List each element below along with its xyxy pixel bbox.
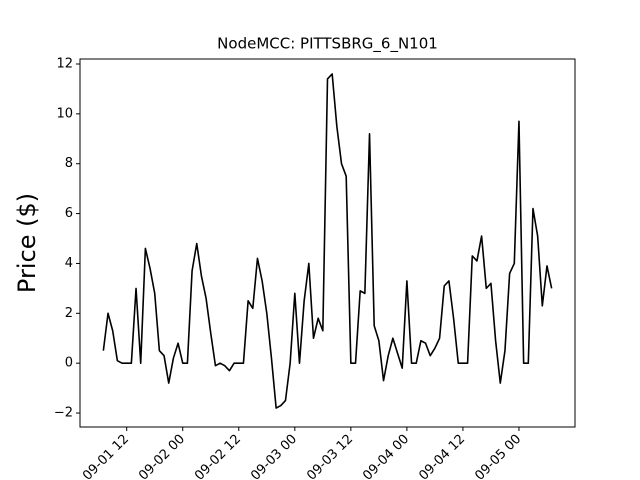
x-tick-label: 09-01 12 <box>80 432 132 480</box>
y-tick-label: 2 <box>65 306 73 321</box>
y-tick-label: 8 <box>65 156 73 171</box>
y-axis-label: Price ($) <box>13 193 41 293</box>
price-line <box>102 73 553 409</box>
chart-title: NodeMCC: PITTSBRG_6_N101 <box>217 35 438 54</box>
x-tick-label: 09-02 12 <box>192 432 244 480</box>
x-tick-label: 09-03 12 <box>304 432 356 480</box>
x-tick-label: 09-02 00 <box>136 432 188 480</box>
y-tick-label: −2 <box>54 406 73 421</box>
y-tick-label: 0 <box>65 356 73 371</box>
y-tick-label: 6 <box>65 206 73 221</box>
x-tick-label: 09-03 00 <box>248 432 300 480</box>
y-tick-label: 12 <box>56 56 73 71</box>
y-tick-label: 10 <box>56 106 73 121</box>
x-tick-label: 09-04 00 <box>360 432 412 480</box>
x-tick-label: 09-05 00 <box>472 432 524 480</box>
plot-frame <box>79 58 576 428</box>
y-tick-label: 4 <box>65 256 73 271</box>
x-tick-label: 09-04 12 <box>416 432 468 480</box>
